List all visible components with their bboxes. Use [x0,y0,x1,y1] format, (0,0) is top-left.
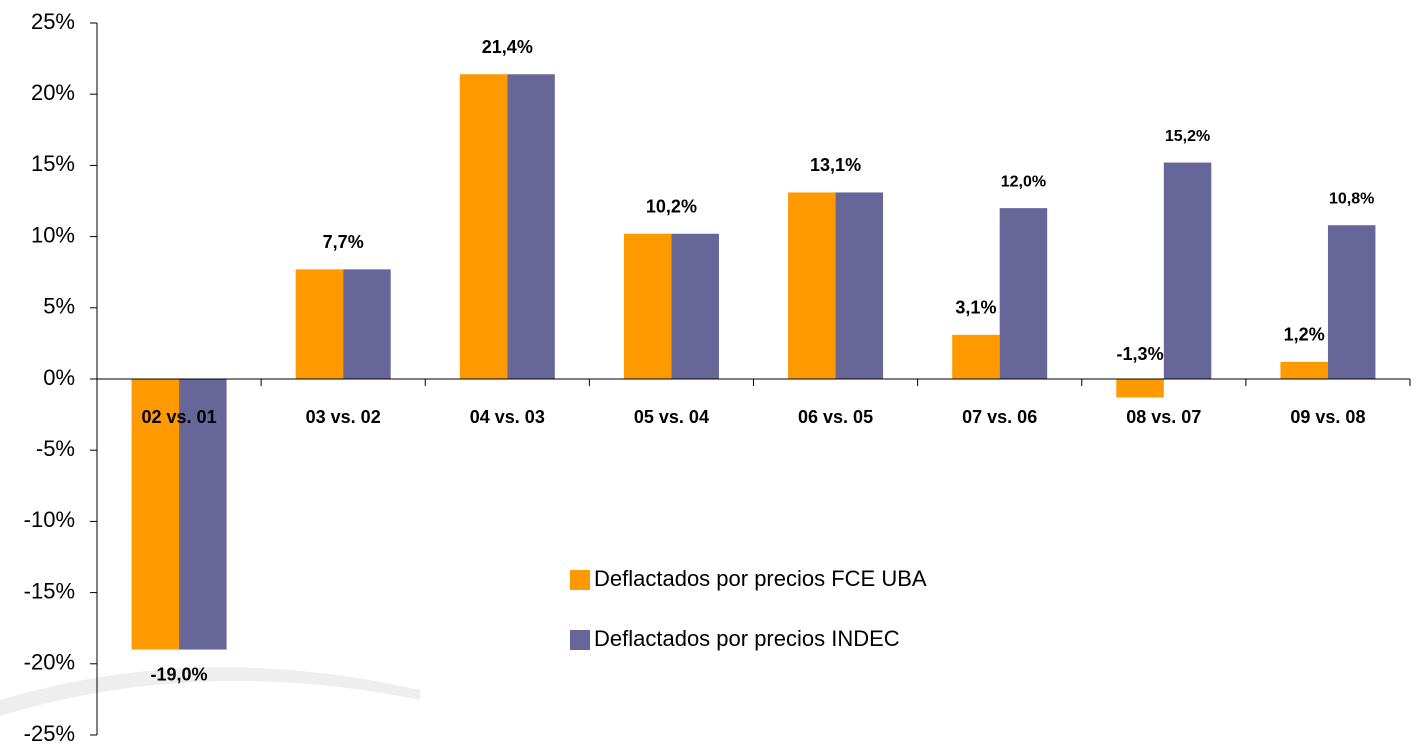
x-tick-label: 05 vs. 04 [634,407,709,427]
legend-label: Deflactados por precios INDEC [594,626,900,651]
data-label: 15,2% [1165,128,1210,145]
bar [835,192,884,379]
bar [131,379,180,650]
data-label: -1,3% [1117,344,1164,364]
data-label: 1,2% [1284,325,1325,345]
bar [179,379,227,650]
y-tick-label: 0% [43,365,75,390]
x-tick-label: 08 vs. 07 [1126,407,1201,427]
bar [1163,162,1212,379]
data-label: 7,7% [323,232,364,252]
y-tick-label: 25% [31,9,75,34]
bar [295,269,344,379]
bar [1280,361,1328,379]
bar [459,74,508,379]
legend-swatch [570,570,590,590]
y-tick-label: -5% [36,436,75,461]
y-tick-label: -10% [24,507,75,532]
bar [952,334,1000,379]
y-tick-label: -15% [24,578,75,603]
data-label: 3,1% [955,298,996,318]
bar [623,233,672,379]
x-tick-label: 09 vs. 08 [1290,407,1365,427]
bar [507,74,555,379]
bar [343,269,391,379]
bar [788,192,836,379]
y-tick-label: -25% [24,721,75,746]
x-tick-label: 02 vs. 01 [142,407,217,427]
y-tick-label: 10% [31,222,75,247]
data-label: 10,8% [1329,190,1374,207]
x-tick-label: 04 vs. 03 [470,407,545,427]
x-tick-label: 07 vs. 06 [962,407,1037,427]
x-tick-label: 06 vs. 05 [798,407,873,427]
y-tick-label: 5% [43,294,75,319]
legend-label: Deflactados por precios FCE UBA [594,566,927,591]
bar [671,233,719,379]
bar [1116,379,1164,398]
data-label: 10,2% [646,197,697,217]
y-tick-label: 15% [31,151,75,176]
y-tick-label: 20% [31,80,75,105]
legend-swatch [570,630,590,650]
x-tick-label: 03 vs. 02 [306,407,381,427]
data-label: -19,0% [151,664,208,684]
decoration [0,667,420,716]
data-label: 13,1% [810,155,861,175]
data-label: 21,4% [482,37,533,57]
bar [999,208,1048,379]
data-label: 12,0% [1001,173,1046,190]
bar [1327,225,1376,379]
y-tick-label: -20% [24,650,75,675]
